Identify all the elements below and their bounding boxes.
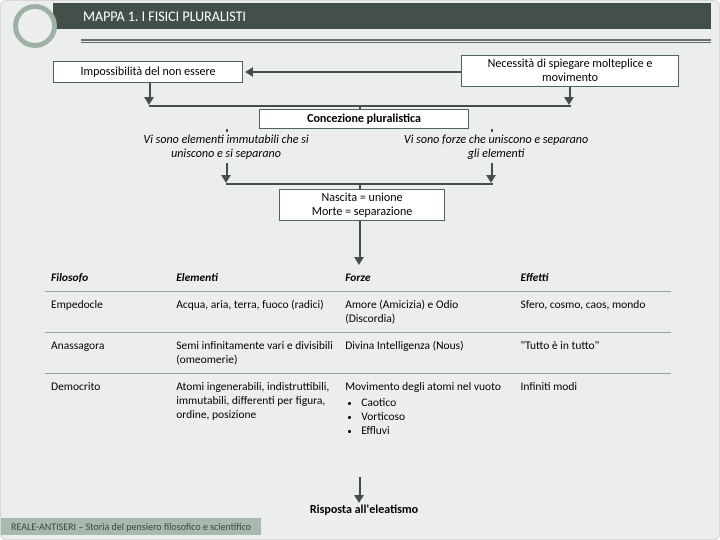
conn <box>149 83 151 97</box>
arrow-down-icon <box>564 97 574 105</box>
node-elementi: Vi sono elementi immutabili che si unisc… <box>117 132 335 162</box>
list-item: Effluvi <box>361 424 508 438</box>
th-effetti: Effetti <box>514 265 671 292</box>
cell: Divina Intelligenza (Nous) <box>339 333 514 374</box>
table-row: Empedocle Acqua, aria, terra, fuoco (rad… <box>45 292 671 333</box>
cell: Empedocle <box>45 292 170 333</box>
node-risposta: Risposta all'eleatismo <box>271 501 457 519</box>
conn <box>359 221 361 257</box>
cell: Acqua, aria, terra, fuoco (radici) <box>170 292 339 333</box>
node-concezione: Concezione pluralistica <box>259 109 469 129</box>
philosophers-table: Filosofo Elementi Forze Effetti Empedocl… <box>45 265 671 444</box>
cell: Amore (Amicizia) e Odio (Discordia) <box>339 292 514 333</box>
node-nascita: Nascita = unione Morte = separazione <box>279 189 445 221</box>
page-title: MAPPA 1. I FISICI PLURALISTI <box>53 3 711 29</box>
cell-forze-democrito: Movimento degli atomi nel vuoto Caotico … <box>339 374 514 445</box>
ring-icon <box>13 4 57 48</box>
node-necessita: Necessità di spiegare molteplice e movim… <box>461 55 679 87</box>
cell: Democrito <box>45 374 170 445</box>
header-underline <box>81 39 711 43</box>
arrow-down-icon <box>354 257 364 265</box>
page-frame: MAPPA 1. I FISICI PLURALISTI Impossibili… <box>0 0 720 540</box>
cell: Semi infinitamente vari e divisibili (om… <box>170 333 339 374</box>
arrow-down-icon <box>486 175 496 183</box>
th-elementi: Elementi <box>170 265 339 292</box>
th-filosofo: Filosofo <box>45 265 170 292</box>
conn <box>491 163 493 175</box>
cell: "Tutto è in tutto" <box>514 333 671 374</box>
cell: Infiniti modi <box>514 374 671 445</box>
arrow-horiz <box>253 71 461 73</box>
table-row: Anassagora Semi infinitamente vari e div… <box>45 333 671 374</box>
cell: Sfero, cosmo, caos, mondo <box>514 292 671 333</box>
conn <box>359 477 361 495</box>
arrow-down-icon <box>144 97 154 105</box>
list-item: Caotico <box>361 396 508 410</box>
table-row: Democrito Atomi ingenerabili, indistrutt… <box>45 374 671 445</box>
conn <box>226 163 228 175</box>
node-forze: Vi sono forze che uniscono e separano gl… <box>393 132 599 162</box>
cell: Anassagora <box>45 333 170 374</box>
th-forze: Forze <box>339 265 514 292</box>
conn <box>569 87 571 97</box>
footer-citation: REALE-ANTISERI – Storia del pensiero fil… <box>1 518 261 535</box>
arrow-down-icon <box>221 175 231 183</box>
cell: Atomi ingenerabili, indistruttibili, imm… <box>170 374 339 445</box>
node-impossibilita: Impossibilità del non essere <box>53 61 243 83</box>
list-item: Vorticoso <box>361 410 508 424</box>
table-header-row: Filosofo Elementi Forze Effetti <box>45 265 671 292</box>
arrow-left-icon <box>245 67 253 77</box>
